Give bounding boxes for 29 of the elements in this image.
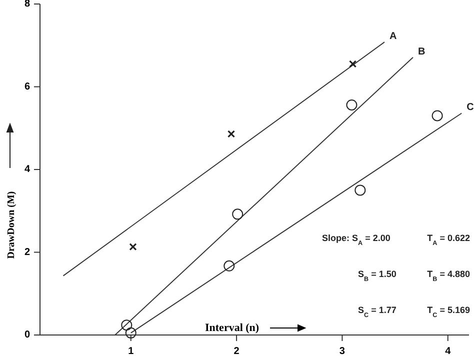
point <box>129 243 137 251</box>
annotation: T$_{C}$ = 5.169 <box>427 305 470 318</box>
y-tick-label: 4 <box>24 164 30 175</box>
point <box>121 320 132 331</box>
series-label: C <box>466 102 474 114</box>
y-tick-label: 6 <box>24 81 30 92</box>
x-tick-label: 4 <box>445 346 452 357</box>
y-axis-title: DrawDown (M) <box>6 191 17 259</box>
point <box>348 60 357 68</box>
series-label: B <box>418 46 426 58</box>
annotation: T$_{B}$ = 4.880 <box>427 269 470 282</box>
x-tick-label: 2 <box>234 346 240 357</box>
point <box>227 130 236 138</box>
point <box>432 110 443 122</box>
point <box>224 260 235 272</box>
annotation: S$_{B}$ = 1.50 <box>358 269 396 282</box>
annotation: T$_{A}$ = 0.622 <box>427 233 470 246</box>
y-tick-label: 0 <box>24 330 30 340</box>
point <box>354 184 366 196</box>
point <box>125 327 136 338</box>
x-tick-label: 3 <box>339 346 346 357</box>
y-tick-label: 2 <box>24 246 30 258</box>
x-axis-title: Interval (n) <box>205 322 260 334</box>
annotation: Slope: S$_{A}$ = 2.00 <box>322 233 390 246</box>
annotation: S$_{C}$ = 1.77 <box>358 305 396 318</box>
x-tick-label: 1 <box>128 346 134 357</box>
series-label: A <box>389 31 397 42</box>
point <box>346 99 358 110</box>
point <box>232 208 244 220</box>
